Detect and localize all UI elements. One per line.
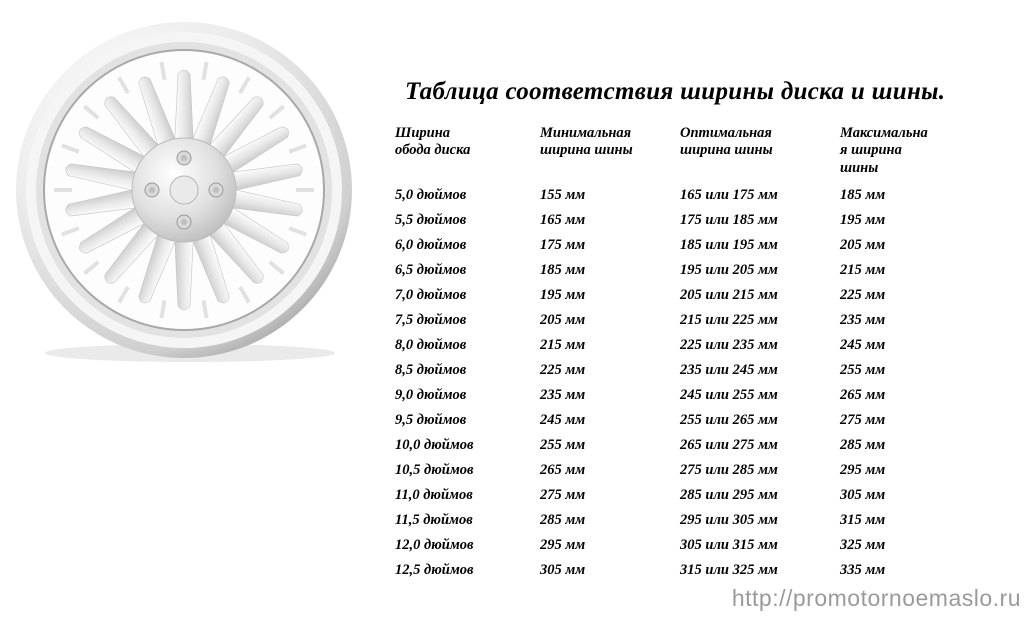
table-cell: 245 мм bbox=[840, 333, 990, 358]
table-cell: 225 или 235 мм bbox=[680, 333, 840, 358]
hdr-line: ширина шины bbox=[540, 142, 680, 159]
table-cell: 185 или 195 мм bbox=[680, 233, 840, 258]
table-cell: 7,0 дюймов bbox=[395, 283, 540, 308]
hdr-line: Минимальная bbox=[540, 125, 680, 142]
table-cell: 8,0 дюймов bbox=[395, 333, 540, 358]
table-cell: 205 мм bbox=[840, 233, 990, 258]
table-cell: 285 мм bbox=[840, 433, 990, 458]
table-cell: 205 или 215 мм bbox=[680, 283, 840, 308]
table-cell: 175 мм bbox=[540, 233, 680, 258]
hdr-line: Оптимальная bbox=[680, 125, 840, 142]
table-cell: 215 или 225 мм bbox=[680, 308, 840, 333]
table-cell: 165 или 175 мм bbox=[680, 183, 840, 208]
table-cell: 155 мм bbox=[540, 183, 680, 208]
table-cell: 335 мм bbox=[840, 558, 990, 583]
table-cell: 295 мм bbox=[540, 533, 680, 558]
table-cell: 255 мм bbox=[540, 433, 680, 458]
col-rim-width: Ширина обода диска 5,0 дюймов5,5 дюймов6… bbox=[395, 125, 540, 583]
col-max-width: Максимальна я ширина шины 185 мм195 мм20… bbox=[840, 125, 990, 583]
table-cell: 275 мм bbox=[540, 483, 680, 508]
table-cell: 215 мм bbox=[840, 258, 990, 283]
wheel-image bbox=[12, 18, 357, 363]
table-cell: 235 или 245 мм bbox=[680, 358, 840, 383]
table-cell: 10,0 дюймов bbox=[395, 433, 540, 458]
table-cell: 225 мм bbox=[840, 283, 990, 308]
table-cell: 9,5 дюймов bbox=[395, 408, 540, 433]
hdr-line: обода диска bbox=[395, 142, 540, 159]
table-cell: 6,0 дюймов bbox=[395, 233, 540, 258]
source-url: http://promotornoemaslo.ru bbox=[732, 585, 1021, 612]
page-title: Таблица соответствия ширины диска и шины… bbox=[405, 78, 945, 106]
table-cell: 12,0 дюймов bbox=[395, 533, 540, 558]
table-cell: 295 мм bbox=[840, 458, 990, 483]
table-cell: 205 мм bbox=[540, 308, 680, 333]
table-cell: 265 мм bbox=[840, 383, 990, 408]
col-header: Ширина обода диска bbox=[395, 125, 540, 183]
table-cell: 12,5 дюймов bbox=[395, 558, 540, 583]
table-cell: 185 мм bbox=[540, 258, 680, 283]
table-cell: 275 мм bbox=[840, 408, 990, 433]
compat-table: Ширина обода диска 5,0 дюймов5,5 дюймов6… bbox=[395, 125, 990, 583]
table-cell: 10,5 дюймов bbox=[395, 458, 540, 483]
table-cell: 255 мм bbox=[840, 358, 990, 383]
hdr-line: шины bbox=[840, 160, 990, 177]
table-cell: 7,5 дюймов bbox=[395, 308, 540, 333]
table-cell: 225 мм bbox=[540, 358, 680, 383]
table-cell: 195 мм bbox=[840, 208, 990, 233]
table-cell: 305 мм bbox=[540, 558, 680, 583]
table-cell: 195 или 205 мм bbox=[680, 258, 840, 283]
table-cell: 215 мм bbox=[540, 333, 680, 358]
table-cell: 315 мм bbox=[840, 508, 990, 533]
table-cell: 185 мм bbox=[840, 183, 990, 208]
hdr-line: Максимальна bbox=[840, 125, 990, 142]
table-cell: 295 или 305 мм bbox=[680, 508, 840, 533]
table-cell: 8,5 дюймов bbox=[395, 358, 540, 383]
table-cell: 235 мм bbox=[840, 308, 990, 333]
table-cell: 245 или 255 мм bbox=[680, 383, 840, 408]
col-min-width: Минимальная ширина шины 155 мм165 мм175 … bbox=[540, 125, 680, 583]
table-cell: 195 мм bbox=[540, 283, 680, 308]
table-cell: 6,5 дюймов bbox=[395, 258, 540, 283]
hdr-line: Ширина bbox=[395, 125, 540, 142]
table-cell: 315 или 325 мм bbox=[680, 558, 840, 583]
table-cell: 165 мм bbox=[540, 208, 680, 233]
hdr-line: я ширина bbox=[840, 142, 990, 159]
table-cell: 305 мм bbox=[840, 483, 990, 508]
table-cell: 5,5 дюймов bbox=[395, 208, 540, 233]
table-cell: 245 мм bbox=[540, 408, 680, 433]
table-cell: 325 мм bbox=[840, 533, 990, 558]
table-cell: 9,0 дюймов bbox=[395, 383, 540, 408]
col-header: Минимальная ширина шины bbox=[540, 125, 680, 183]
table-cell: 175 или 185 мм bbox=[680, 208, 840, 233]
col-opt-width: Оптимальная ширина шины 165 или 175 мм17… bbox=[680, 125, 840, 583]
table-cell: 285 мм bbox=[540, 508, 680, 533]
table-cell: 5,0 дюймов bbox=[395, 183, 540, 208]
table-cell: 305 или 315 мм bbox=[680, 533, 840, 558]
table-cell: 275 или 285 мм bbox=[680, 458, 840, 483]
table-cell: 255 или 265 мм bbox=[680, 408, 840, 433]
hdr-line: ширина шины bbox=[680, 142, 840, 159]
table-cell: 11,5 дюймов bbox=[395, 508, 540, 533]
table-cell: 265 мм bbox=[540, 458, 680, 483]
col-header: Максимальна я ширина шины bbox=[840, 125, 990, 183]
col-header: Оптимальная ширина шины bbox=[680, 125, 840, 183]
table-cell: 11,0 дюймов bbox=[395, 483, 540, 508]
table-cell: 285 или 295 мм bbox=[680, 483, 840, 508]
table-cell: 265 или 275 мм bbox=[680, 433, 840, 458]
table-cell: 235 мм bbox=[540, 383, 680, 408]
